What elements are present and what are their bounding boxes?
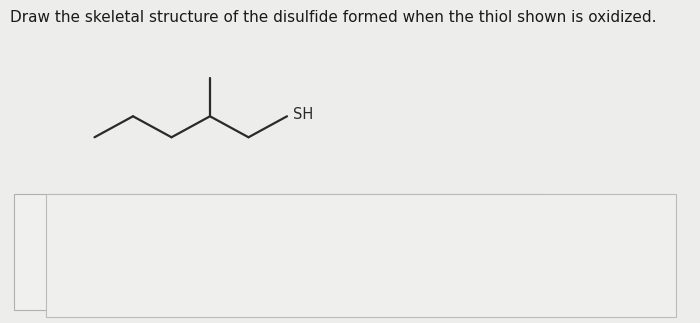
- Bar: [46, 194, 675, 317]
- Bar: [14, 194, 546, 310]
- Text: SH: SH: [293, 107, 313, 122]
- Text: Draw the skeletal structure of the disulfide formed when the thiol shown is oxid: Draw the skeletal structure of the disul…: [10, 10, 657, 25]
